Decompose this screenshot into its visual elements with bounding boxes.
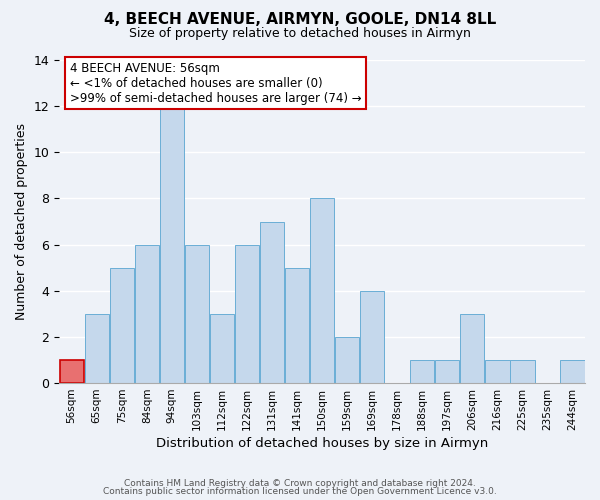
Bar <box>260 222 284 383</box>
Bar <box>460 314 484 383</box>
Bar <box>335 337 359 383</box>
Text: 4 BEECH AVENUE: 56sqm
← <1% of detached houses are smaller (0)
>99% of semi-deta: 4 BEECH AVENUE: 56sqm ← <1% of detached … <box>70 62 361 104</box>
X-axis label: Distribution of detached houses by size in Airmyn: Distribution of detached houses by size … <box>156 437 488 450</box>
Bar <box>59 360 84 383</box>
Bar <box>160 106 184 383</box>
Bar <box>85 314 109 383</box>
Text: Contains public sector information licensed under the Open Government Licence v3: Contains public sector information licen… <box>103 487 497 496</box>
Bar <box>235 244 259 383</box>
Bar <box>210 314 234 383</box>
Bar <box>485 360 509 383</box>
Bar <box>285 268 309 383</box>
Bar <box>110 268 134 383</box>
Text: Contains HM Land Registry data © Crown copyright and database right 2024.: Contains HM Land Registry data © Crown c… <box>124 478 476 488</box>
Bar <box>134 244 159 383</box>
Text: 4, BEECH AVENUE, AIRMYN, GOOLE, DN14 8LL: 4, BEECH AVENUE, AIRMYN, GOOLE, DN14 8LL <box>104 12 496 28</box>
Y-axis label: Number of detached properties: Number of detached properties <box>15 123 28 320</box>
Bar <box>510 360 535 383</box>
Bar <box>185 244 209 383</box>
Bar <box>435 360 460 383</box>
Bar <box>560 360 584 383</box>
Text: Size of property relative to detached houses in Airmyn: Size of property relative to detached ho… <box>129 28 471 40</box>
Bar <box>310 198 334 383</box>
Bar <box>410 360 434 383</box>
Bar <box>360 291 385 383</box>
